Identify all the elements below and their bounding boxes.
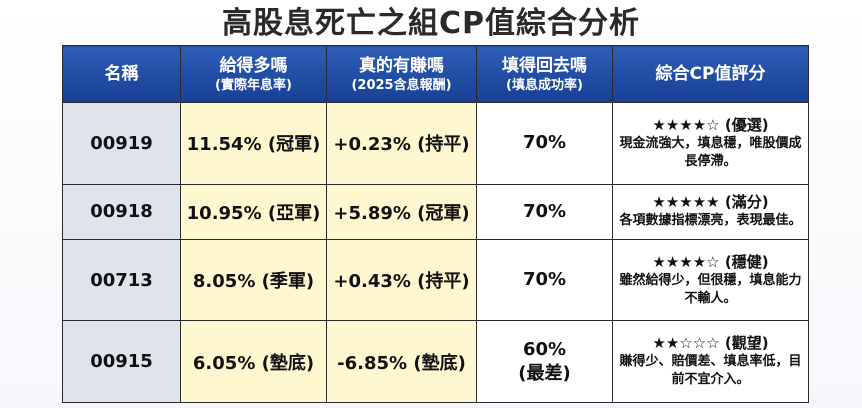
fill-rate-cell: 70%: [476, 238, 613, 322]
header-name: 名稱: [62, 45, 181, 103]
rating-comment: 雖然給得少，但很穩，填息能力不輸人。: [619, 272, 802, 306]
fill-rate-cell: 70%: [476, 183, 613, 240]
rating-stars: ★★★★★ (滿分): [652, 193, 769, 212]
header-cp-score: 綜合CP值評分: [612, 45, 809, 103]
rating-comment: 各項數據指標漂亮，表現最佳。: [619, 213, 802, 229]
cp-score-cell: ★★★★★ (滿分) 各項數據指標漂亮，表現最佳。: [612, 183, 809, 240]
return-cell: -6.85% (墊底): [326, 320, 477, 403]
cp-analysis-table: 名稱 給得多嗎 (實際年息率) 真的有賺嗎 (2025含息報酬) 填得回去嗎 (…: [62, 45, 809, 403]
header-yield: 給得多嗎 (實際年息率): [180, 45, 327, 103]
page-title: 高股息死亡之組CP值綜合分析: [221, 6, 640, 41]
yield-cell: 11.54% (冠軍): [180, 102, 327, 185]
yield-cell: 6.05% (墊底): [180, 320, 327, 403]
table-row: 00915 6.05% (墊底) -6.85% (墊底) 60% (最差) ★★…: [62, 320, 809, 403]
fund-code: 00915: [62, 320, 181, 403]
return-cell: +0.23% (持平): [326, 102, 477, 185]
table-header-row: 名稱 給得多嗎 (實際年息率) 真的有賺嗎 (2025含息報酬) 填得回去嗎 (…: [62, 45, 809, 103]
table-row: 00919 11.54% (冠軍) +0.23% (持平) 70% ★★★★☆ …: [62, 102, 809, 185]
fund-code: 00713: [62, 238, 181, 322]
table-row: 00918 10.95% (亞軍) +5.89% (冠軍) 70% ★★★★★ …: [62, 183, 809, 240]
fill-rate-cell: 60% (最差): [476, 320, 613, 403]
rating-comment: 現金流強大，填息穩，唯股價成長停滯。: [619, 135, 802, 169]
return-cell: +0.43% (持平): [326, 238, 477, 322]
yield-cell: 10.95% (亞軍): [180, 183, 327, 240]
rating-stars: ★★★★☆ (優選): [652, 115, 769, 134]
table-row: 00713 8.05% (季軍) +0.43% (持平) 70% ★★★★☆ (…: [62, 238, 809, 322]
return-cell: +5.89% (冠軍): [326, 183, 477, 240]
fund-code: 00919: [62, 102, 181, 185]
header-return: 真的有賺嗎 (2025含息報酬): [326, 45, 477, 103]
yield-cell: 8.05% (季軍): [180, 238, 327, 322]
cp-score-cell: ★★★★☆ (穩健) 雖然給得少，但很穩，填息能力不輸人。: [612, 238, 809, 322]
fund-code: 00918: [62, 183, 181, 240]
cp-score-cell: ★★★★☆ (優選) 現金流強大，填息穩，唯股價成長停滯。: [612, 102, 809, 185]
rating-stars: ★★★★☆ (穩健): [652, 252, 769, 271]
rating-stars: ★★☆☆☆ (觀望): [652, 334, 769, 353]
cp-score-cell: ★★☆☆☆ (觀望) 賺得少、賠價差、填息率低，目前不宜介入。: [612, 320, 809, 403]
fill-rate-cell: 70%: [476, 102, 613, 185]
header-fill-rate: 填得回去嗎 (填息成功率): [476, 45, 613, 103]
rating-comment: 賺得少、賠價差、填息率低，目前不宜介入。: [619, 354, 802, 388]
